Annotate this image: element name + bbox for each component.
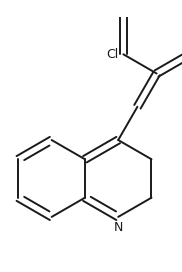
Text: Cl: Cl bbox=[106, 48, 118, 61]
Text: N: N bbox=[114, 221, 123, 234]
